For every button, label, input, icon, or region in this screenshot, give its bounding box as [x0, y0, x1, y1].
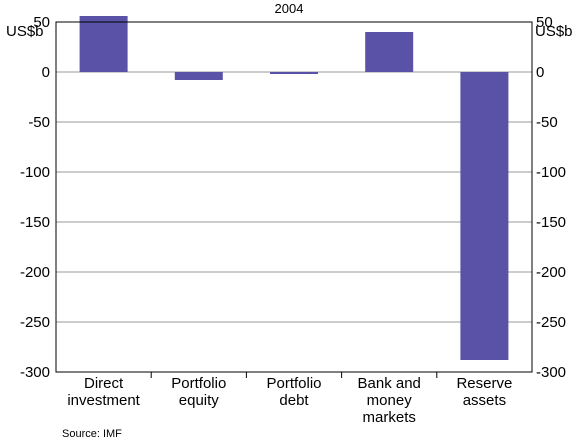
bars	[79, 16, 509, 360]
source-note: Source: IMF	[62, 428, 122, 440]
y-tick-label-right: -50	[536, 114, 558, 131]
y-tick-label-right: 0	[536, 64, 544, 81]
y-tick-label-right: -150	[536, 214, 566, 231]
x-category-label: Portfolio	[266, 375, 321, 392]
x-category-label: debt	[279, 392, 309, 409]
y-tick-label-left: -300	[20, 364, 50, 381]
y-tick-label-left: -100	[20, 164, 50, 181]
x-category-label: equity	[179, 392, 220, 409]
x-category-label: markets	[363, 409, 416, 426]
x-category-label: Portfolio	[171, 375, 226, 392]
chart-subtitle: 2004	[275, 1, 304, 16]
bar	[460, 72, 509, 360]
y-tick-label-left: 50	[33, 14, 50, 31]
x-category-label: Reserve	[456, 375, 512, 392]
y-tick-label-right: 50	[536, 14, 553, 31]
left-axis-unit: US$b	[6, 23, 44, 40]
bar	[174, 72, 223, 80]
bar	[270, 72, 318, 74]
right-axis-unit: US$b	[535, 23, 573, 40]
x-category-label: investment	[67, 392, 140, 409]
x-category-label: money	[367, 392, 413, 409]
x-category-label: Bank and	[358, 375, 421, 392]
bar	[365, 32, 414, 72]
y-tick-label-right: -300	[536, 364, 566, 381]
y-tick-label-left: -50	[28, 114, 50, 131]
y-tick-label-left: -250	[20, 314, 50, 331]
bar	[79, 16, 128, 72]
x-axis-categories: DirectinvestmentPortfolioequityPortfolio…	[67, 372, 512, 426]
y-tick-label-left: -200	[20, 264, 50, 281]
y-axis-right: 50 0 -50 -100 -150 -200 -250 -300	[536, 14, 566, 381]
y-tick-label-right: -250	[536, 314, 566, 331]
x-category-label: assets	[463, 392, 506, 409]
y-tick-label-right: -100	[536, 164, 566, 181]
y-tick-label-left: -150	[20, 214, 50, 231]
y-tick-label-left: 0	[42, 64, 50, 81]
x-category-label: Direct	[84, 375, 124, 392]
y-tick-label-right: -200	[536, 264, 566, 281]
plot-frame	[55, 21, 533, 373]
y-axis-left: 50 0 -50 -100 -150 -200 -250 -300	[20, 14, 50, 381]
